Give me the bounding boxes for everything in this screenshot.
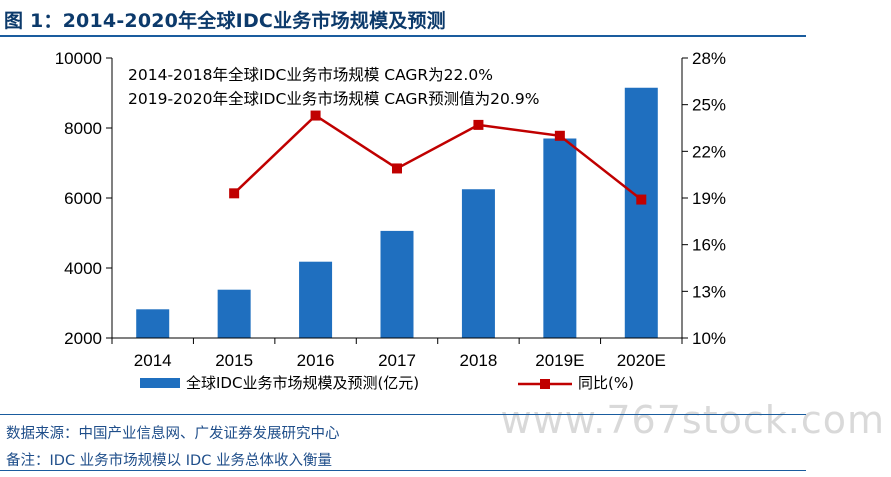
annotation-cagr-2014-2018: 2014-2018年全球IDC业务市场规模 CAGR为22.0% [128, 66, 493, 84]
legend: 全球IDC业务市场规模及预测(亿元) 同比(%) [140, 374, 634, 392]
x-tick-label: 2020E [617, 351, 666, 370]
bar-2016 [299, 261, 333, 338]
yoy-point-2018 [473, 119, 484, 130]
right-tick-label: 22% [692, 142, 726, 161]
left-tick-label: 4000 [64, 259, 102, 278]
x-tick-label: 2019E [535, 351, 584, 370]
annotation-cagr-2019-2020: 2019-2020年全球IDC业务市场规模 CAGR预测值为20.9% [128, 90, 539, 108]
x-tick-label: 2018 [460, 351, 498, 370]
left-tick-label: 2000 [64, 329, 102, 348]
x-tick-label: 2014 [134, 351, 172, 370]
yoy-point-2017 [392, 163, 402, 174]
footer-divider-bottom [0, 470, 806, 471]
yoy-point-2020E [636, 194, 647, 205]
right-tick-label: 19% [692, 189, 726, 208]
title-divider [0, 35, 806, 37]
x-axis: 2014 2015 2016 2017 2018 2019E 2020E [111, 337, 683, 370]
bar-2018 [461, 189, 495, 338]
yoy-point-2016 [310, 110, 321, 121]
right-tick-label: 13% [692, 282, 726, 301]
line-series [229, 110, 647, 205]
x-tick-label: 2016 [297, 351, 335, 370]
right-tick-label: 25% [692, 96, 726, 115]
yoy-point-2015 [229, 188, 240, 199]
bar-2020E [624, 87, 658, 338]
legend-label-line: 同比(%) [578, 374, 634, 392]
right-tick-label: 28% [692, 49, 726, 68]
bar-2017 [380, 230, 414, 338]
yoy-point-2019E [554, 130, 565, 141]
left-tick-label: 6000 [64, 189, 102, 208]
watermark: www.767stock.com [500, 398, 885, 442]
right-axis: 10% 13% 16% 19% 22% 25% 28% [681, 49, 726, 348]
x-tick-label: 2017 [378, 351, 416, 370]
footer-divider-top [0, 414, 806, 415]
left-tick-label: 10000 [55, 49, 102, 68]
bar-2014 [136, 309, 170, 338]
legend-swatch-marker [540, 379, 550, 389]
yoy-line [233, 113, 643, 201]
bar-2019E [543, 138, 577, 338]
footer-source: 数据来源：中国产业信息网、广发证券发展研究中心 [6, 426, 340, 442]
left-axis: 2000 4000 6000 8000 10000 [55, 49, 113, 348]
x-tick-label: 2015 [215, 351, 253, 370]
right-tick-label: 10% [692, 329, 726, 348]
chart-title: 图 1：2014-2020年全球IDC业务市场规模及预测 [4, 10, 446, 32]
title-bar: 图 1：2014-2020年全球IDC业务市场规模及预测 [0, 0, 806, 36]
right-tick-label: 16% [692, 236, 726, 255]
legend-label-bar: 全球IDC业务市场规模及预测(亿元) [186, 374, 419, 392]
left-tick-label: 8000 [64, 119, 102, 138]
legend-swatch-bar [140, 378, 180, 388]
bar-2015 [217, 289, 251, 338]
footer-note: 备注：IDC 业务市场规模以 IDC 业务总体收入衡量 [6, 453, 332, 469]
bar-series [136, 87, 658, 338]
